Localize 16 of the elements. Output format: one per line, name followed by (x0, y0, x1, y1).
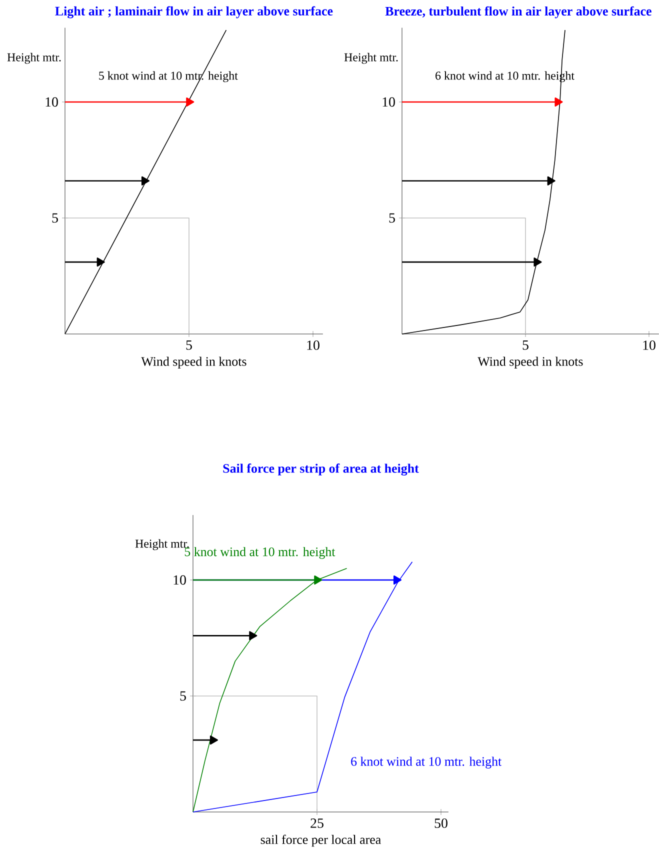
series-label: 5 knot wind at 10 mtr. height (184, 547, 336, 559)
x-tick-label: 25 (310, 818, 324, 828)
y-axis-title: Height mtr. (7, 52, 61, 64)
chart-title: Breeze, turbulent flow in air layer above surface (385, 6, 652, 18)
x-tick-label: 5 (186, 340, 192, 350)
chart-title: Sail force per strip of area at height (223, 464, 419, 476)
x-tick-label: 5 (522, 340, 528, 350)
x-axis-title: Wind speed in knots (478, 356, 583, 368)
chart-title: Light air ; laminair flow in air layer above surface (55, 6, 333, 18)
y-axis-title: Height mtr. (344, 52, 398, 64)
x-tick-label: 50 (434, 818, 448, 828)
x-axis-title: sail force per local area (260, 834, 381, 847)
x-tick-label: 10 (643, 340, 656, 350)
x-tick-label: 10 (307, 340, 320, 350)
x-axis-title: Wind speed in knots (141, 356, 246, 368)
series-label: 6 knot wind at 10 mtr. height (351, 756, 502, 769)
